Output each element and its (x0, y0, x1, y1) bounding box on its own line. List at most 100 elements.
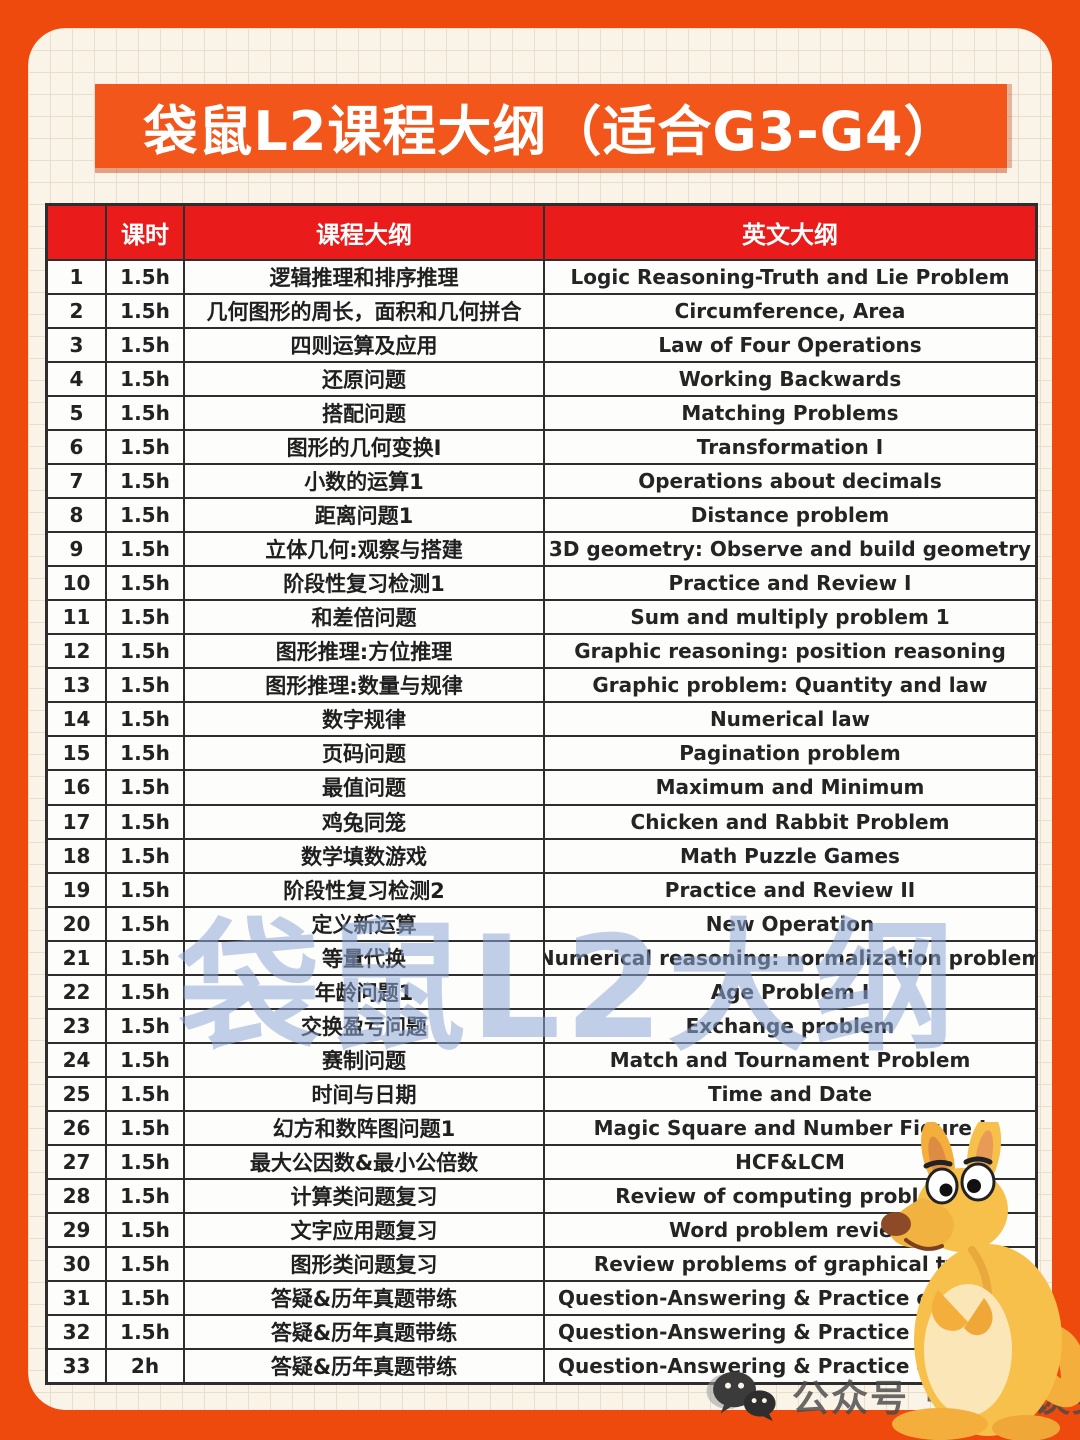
lesson-hours-cell: 1.5h (105, 363, 183, 396)
table-header-row: 课时 课程大纲 英文大纲 (48, 206, 1035, 259)
lesson-cn-title-cell: 还原问题 (183, 363, 543, 396)
table-body: 1 1.5h 逻辑推理和排序推理 Logic Reasoning-Truth a… (48, 259, 1035, 1383)
lesson-number-cell: 10 (62, 571, 91, 596)
lesson-number-cell: 25 (62, 1081, 91, 1106)
lesson-en-title-cell: Graphic problem: Quantity and law (543, 669, 1035, 702)
lesson-number-cell: 17 (62, 809, 91, 834)
header-cn-outline: 课程大纲 (183, 206, 543, 259)
lesson-en-title-cell: Distance problem (543, 499, 1035, 532)
wechat-icon (706, 1371, 776, 1422)
lesson-en-title-cell: 3D geometry: Observe and build geometry (543, 533, 1035, 566)
lesson-cn-title-cell: 小数的运算1 (183, 465, 543, 498)
lesson-hours-cell: 1.5h (105, 1145, 183, 1178)
table-row: 29 1.5h 文字应用题复习 Word problem review (48, 1211, 1035, 1246)
table-row: 4 1.5h 还原问题 Working Backwards (48, 361, 1035, 396)
table-row: 18 1.5h 数学填数游戏 Math Puzzle Games (48, 837, 1035, 872)
lesson-en-title-cell: Review problems of graphical type (543, 1247, 1035, 1280)
lesson-cn-title-cell: 最大公因数&最小公倍数 (183, 1145, 543, 1178)
lesson-en-title-cell: Maximum and Minimum (543, 771, 1035, 804)
lesson-cn-title-cell: 鸡兔同笼 (183, 805, 543, 838)
lesson-number-cell: 14 (62, 707, 91, 732)
lesson-number-cell: 22 (62, 979, 91, 1004)
lesson-en-title-cell: New Operation (543, 907, 1035, 940)
kangaroo-mascot (881, 1122, 1080, 1440)
lesson-number-cell: 3 (69, 333, 84, 358)
table-row: 31 1.5h 答疑&历年真题带练 Question-Answering & P… (48, 1279, 1035, 1314)
lesson-hours-cell: 1.5h (105, 397, 183, 430)
lesson-hours-cell: 1.5h (105, 601, 183, 634)
lesson-number-cell: 15 (62, 741, 91, 766)
lesson-number-cell: 32 (62, 1319, 91, 1344)
lesson-number-cell: 2 (69, 299, 84, 324)
header-index (48, 206, 105, 259)
lesson-cn-title-cell: 阶段性复习检测1 (183, 567, 543, 600)
table-row: 30 1.5h 图形类问题复习 Review problems of graph… (48, 1245, 1035, 1280)
lesson-cn-title-cell: 搭配问题 (183, 397, 543, 430)
table-row: 12 1.5h 图形推理:方位推理 Graphic reasoning: pos… (48, 633, 1035, 668)
lesson-hours-cell: 1.5h (105, 1077, 183, 1110)
lesson-cn-title-cell: 数学填数游戏 (183, 839, 543, 872)
lesson-en-title-cell: Exchange problem (543, 1009, 1035, 1042)
lesson-en-title-cell: Practice and Review I (543, 567, 1035, 600)
lesson-hours-cell: 1.5h (105, 737, 183, 770)
lesson-hours-cell: 1.5h (105, 703, 183, 736)
lesson-cn-title-cell: 阶段性复习检测2 (183, 873, 543, 906)
lesson-hours-cell: 1.5h (105, 635, 183, 668)
table-row: 33 2h 答疑&历年真题带练 Question-Answering & Pra… (48, 1348, 1035, 1383)
lesson-hours-cell: 2h (105, 1350, 183, 1383)
table-row: 7 1.5h 小数的运算1 Operations about decimals (48, 463, 1035, 498)
lesson-en-title-cell: Practice and Review II (543, 873, 1035, 906)
lesson-hours-cell: 1.5h (105, 975, 183, 1008)
table-row: 20 1.5h 定义新运算 New Operation (48, 905, 1035, 940)
lesson-hours-cell: 1.5h (105, 771, 183, 804)
table-row: 27 1.5h 最大公因数&最小公倍数 HCF&LCM (48, 1143, 1035, 1178)
table-row: 8 1.5h 距离问题1 Distance problem (48, 497, 1035, 532)
lesson-hours-cell: 1.5h (105, 1179, 183, 1212)
lesson-number-cell: 4 (69, 367, 84, 392)
lesson-hours-cell: 1.5h (105, 1009, 183, 1042)
lesson-number-cell: 21 (62, 945, 91, 970)
lesson-hours-cell: 1.5h (105, 499, 183, 532)
lesson-cn-title-cell: 交换盈亏问题 (183, 1009, 543, 1042)
lesson-hours-cell: 1.5h (105, 1247, 183, 1280)
lesson-cn-title-cell: 距离问题1 (183, 499, 543, 532)
lesson-cn-title-cell: 图形推理:方位推理 (183, 635, 543, 668)
lesson-cn-title-cell: 幻方和数阵图问题1 (183, 1111, 543, 1144)
lesson-number-cell: 18 (62, 843, 91, 868)
lesson-hours-cell: 1.5h (105, 1043, 183, 1076)
lesson-cn-title-cell: 时间与日期 (183, 1077, 543, 1110)
lesson-cn-title-cell: 图形类问题复习 (183, 1247, 543, 1280)
lesson-en-title-cell: Match and Tournament Problem (543, 1043, 1035, 1076)
table-row: 15 1.5h 页码问题 Pagination problem (48, 735, 1035, 770)
lesson-cn-title-cell: 答疑&历年真题带练 (183, 1315, 543, 1348)
lesson-cn-title-cell: 赛制问题 (183, 1043, 543, 1076)
header-hours: 课时 (105, 206, 183, 259)
lesson-number-cell: 20 (62, 911, 91, 936)
lesson-hours-cell: 1.5h (105, 567, 183, 600)
lesson-number-cell: 12 (62, 639, 91, 664)
table-row: 10 1.5h 阶段性复习检测1 Practice and Review I (48, 565, 1035, 600)
table-row: 1 1.5h 逻辑推理和排序推理 Logic Reasoning-Truth a… (48, 259, 1035, 294)
header-en-outline: 英文大纲 (543, 206, 1035, 259)
table-row: 5 1.5h 搭配问题 Matching Problems (48, 395, 1035, 430)
lesson-en-title-cell: Magic Square and Number Figure I (543, 1111, 1035, 1144)
lesson-en-title-cell: Circumference, Area (543, 295, 1035, 328)
lesson-en-title-cell: Math Puzzle Games (543, 839, 1035, 872)
lesson-hours-cell: 1.5h (105, 669, 183, 702)
lesson-en-title-cell: Logic Reasoning-Truth and Lie Problem (543, 261, 1035, 294)
lesson-number-cell: 31 (62, 1285, 91, 1310)
lesson-cn-title-cell: 等量代换 (183, 941, 543, 974)
lesson-en-title-cell: HCF&LCM (543, 1145, 1035, 1178)
lesson-hours-cell: 1.5h (105, 1315, 183, 1348)
lesson-number-cell: 6 (69, 435, 84, 460)
lesson-number-cell: 24 (62, 1047, 91, 1072)
lesson-hours-cell: 1.5h (105, 941, 183, 974)
table-row: 11 1.5h 和差倍问题 Sum and multiply problem 1 (48, 599, 1035, 634)
title-banner: 袋鼠L2课程大纲（适合G3-G4） (95, 84, 1007, 168)
lesson-en-title-cell: Operations about decimals (543, 465, 1035, 498)
lesson-cn-title-cell: 年龄问题1 (183, 975, 543, 1008)
lesson-hours-cell: 1.5h (105, 1111, 183, 1144)
lesson-hours-cell: 1.5h (105, 805, 183, 838)
lesson-hours-cell: 1.5h (105, 873, 183, 906)
lesson-cn-title-cell: 定义新运算 (183, 907, 543, 940)
